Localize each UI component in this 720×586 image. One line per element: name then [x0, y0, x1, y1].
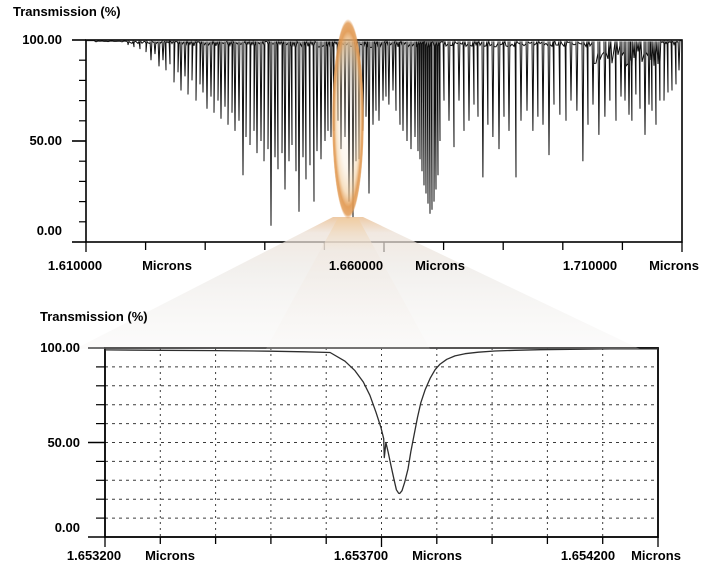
top-y-tick-label-100: 100.00	[22, 32, 62, 47]
zoom-ellipse-annotation	[332, 19, 364, 219]
top-chart-title: Transmission (%)	[13, 4, 121, 19]
bottom-x-tick-label-left: 1.653200	[66, 548, 122, 563]
bottom-x-tick-label-center: 1.653700	[333, 548, 389, 563]
top-x-tick-label-center: 1.660000	[328, 258, 384, 273]
bottom-x-unit-label: Microns	[412, 548, 462, 563]
top-x-tick-label-right: 1.710000	[562, 258, 618, 273]
bottom-x-tick-label-right: 1.654200	[560, 548, 616, 563]
top-x-tick-label-left: 1.610000	[47, 258, 103, 273]
top-y-tick-label-0: 0.00	[36, 223, 62, 238]
top-y-tick-label-50: 50.00	[29, 133, 62, 148]
top-x-unit-label: Microns	[649, 258, 699, 273]
zoom-beam-core	[266, 218, 430, 349]
bottom-x-unit-label: Microns	[145, 548, 195, 563]
bottom-y-tick-label-50: 50.00	[47, 435, 80, 450]
top-x-unit-label: Microns	[415, 258, 465, 273]
bottom-y-tick-label-0: 0.00	[54, 520, 80, 535]
bottom-y-tick-label-100: 100.00	[40, 340, 80, 355]
bottom-x-unit-label: Microns	[631, 548, 681, 563]
bottom-chart-title: Transmission (%)	[40, 309, 148, 324]
top-x-unit-label: Microns	[142, 258, 192, 273]
